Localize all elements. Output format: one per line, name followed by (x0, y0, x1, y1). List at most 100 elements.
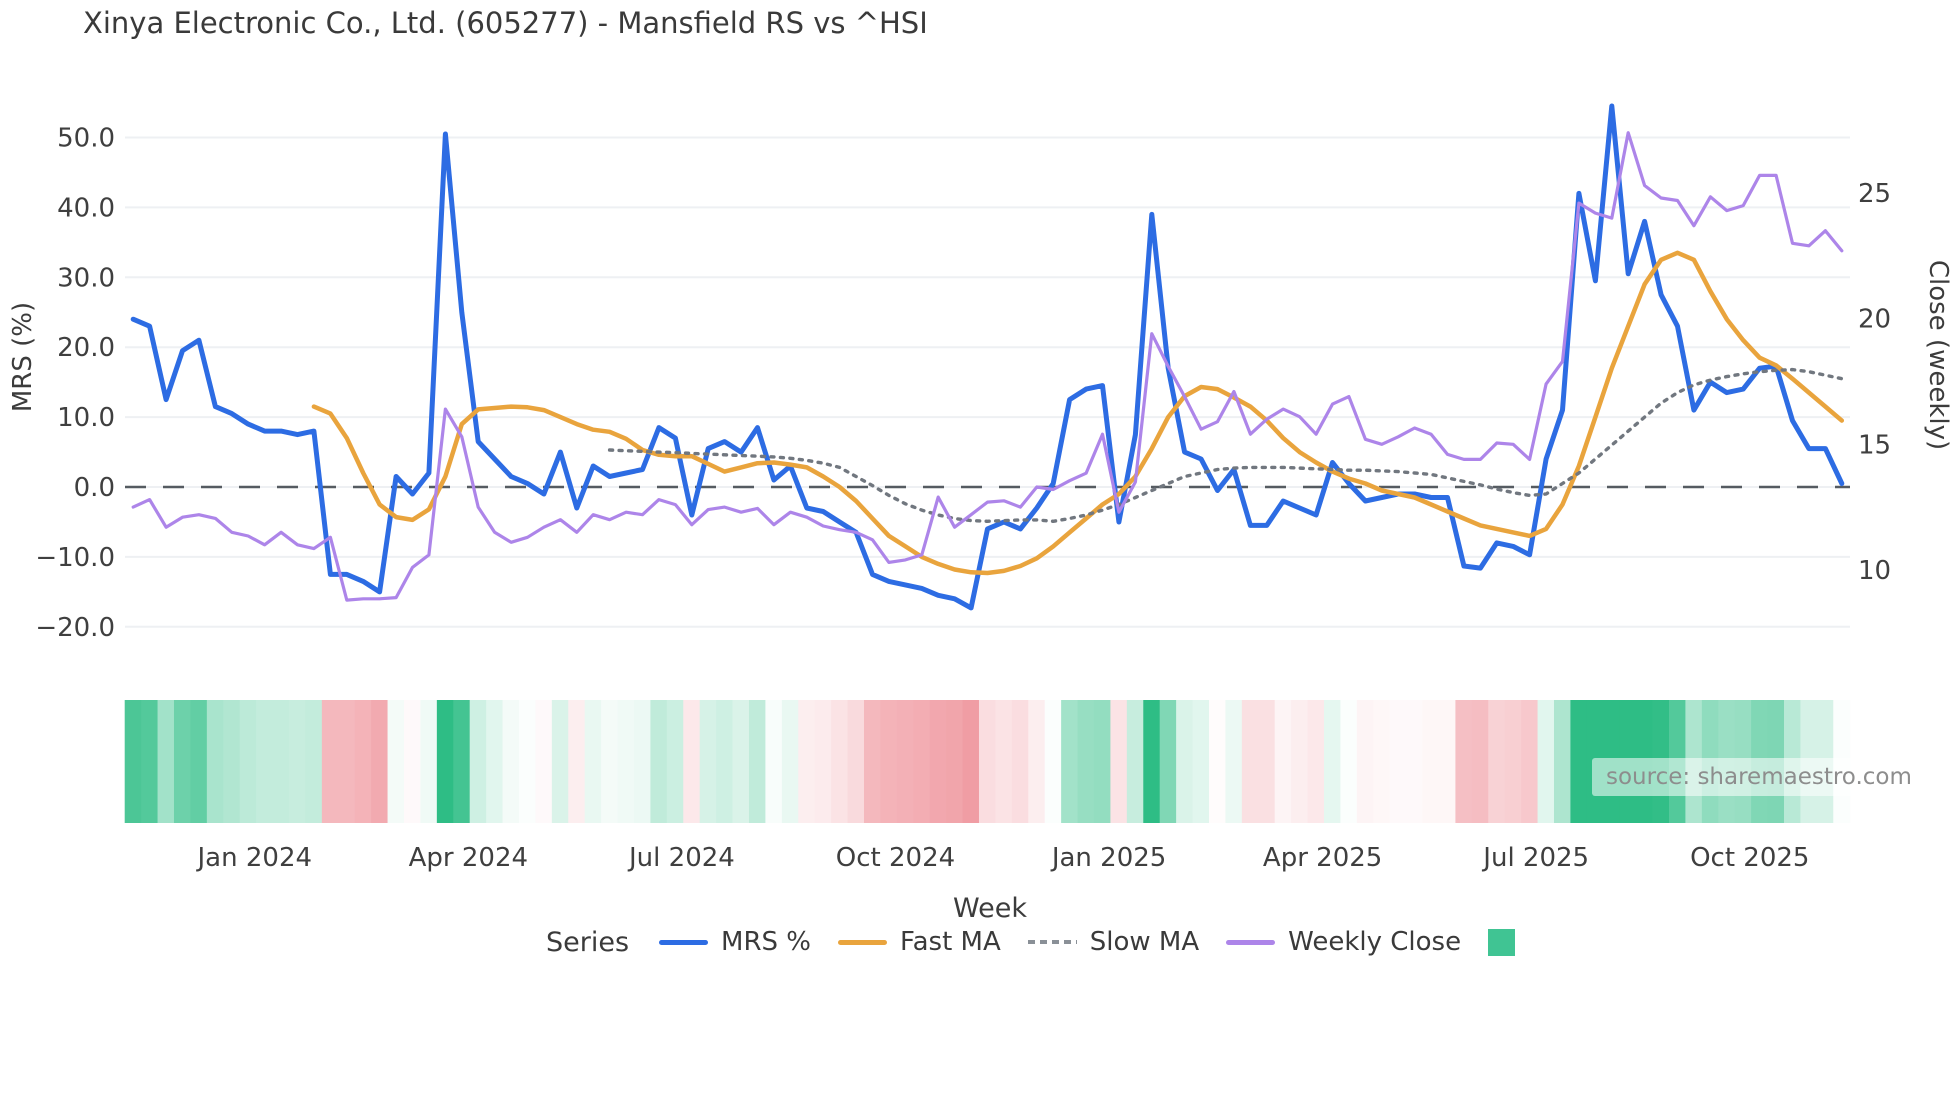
heat-cell (1323, 700, 1342, 823)
heat-cell (946, 700, 964, 823)
heat-cell (1028, 700, 1046, 823)
x-tick-label: Apr 2025 (1263, 843, 1382, 873)
heat-cell (962, 700, 980, 823)
mrs--swatch-icon (659, 939, 709, 945)
heat-cell (1258, 700, 1276, 823)
heat-cell (1570, 700, 1588, 823)
heat-cell (995, 700, 1013, 823)
y-axis-title-left: MRS (%) (8, 301, 38, 413)
heat-cell (1291, 700, 1309, 823)
legend-entries: MRS % Fast MA Slow MA Weekly Close (659, 927, 1542, 957)
legend-title: Series (546, 926, 630, 958)
heat-cell (1438, 700, 1457, 823)
heat-cell (141, 700, 159, 823)
x-tick-label: Jan 2025 (1050, 843, 1167, 873)
heat-cell (321, 700, 339, 823)
x-tick-label: Oct 2024 (836, 843, 955, 873)
weekly-close-line (131, 131, 1844, 602)
heat-cell (1274, 700, 1292, 823)
heat-cell (288, 700, 307, 823)
y-right-tick-label: 20 (1858, 305, 1891, 335)
heat-cell (1488, 700, 1506, 823)
y-left-tick-label: 0.0 (74, 473, 115, 503)
heat-cell (502, 700, 520, 823)
heat-cell (1093, 700, 1112, 823)
heat-cell (863, 700, 882, 823)
heat-cell (486, 700, 504, 823)
heat-cell (436, 700, 454, 823)
heat-cell (518, 700, 537, 823)
heat-cell (124, 700, 142, 823)
heat-cell (1504, 700, 1522, 823)
heat-cell (453, 700, 471, 823)
heat-cell (272, 700, 290, 823)
heat-cell (1422, 700, 1440, 823)
heat-cell (157, 700, 175, 823)
heat-cell (1077, 700, 1095, 823)
mrs--line (130, 103, 1845, 611)
heatmap-swatch-icon (1488, 928, 1516, 956)
heat-cell (1455, 700, 1473, 823)
heat-cell (1373, 700, 1391, 823)
x-tick-label: Jan 2024 (196, 843, 313, 873)
heat-cell (1192, 700, 1210, 823)
heat-cell (913, 700, 931, 823)
heat-cell (633, 700, 652, 823)
heat-cell (748, 700, 767, 823)
slow-ma-swatch-icon (1027, 940, 1077, 944)
heat-cell (683, 700, 701, 823)
heat-cell (1143, 700, 1161, 823)
heat-cell (1126, 700, 1144, 823)
heat-cell (650, 700, 668, 823)
heat-cell (1553, 700, 1572, 823)
heat-cell (617, 700, 635, 823)
y-right-tick-label: 25 (1858, 179, 1891, 209)
y-axis-title-right: Close (weekly) (1923, 259, 1953, 451)
y-right-tick-label: 15 (1858, 430, 1891, 460)
heat-cell (699, 700, 717, 823)
chart-title: Xinya Electronic Co., Ltd. (605277) - Ma… (83, 6, 928, 40)
x-tick-label: Jul 2025 (1481, 843, 1589, 873)
heat-cell (847, 700, 865, 823)
fast-ma-line (311, 250, 1845, 576)
heat-cell (1389, 700, 1407, 823)
heat-cell (1061, 700, 1079, 823)
heat-cell (305, 700, 323, 823)
heat-cell (1471, 700, 1489, 823)
heat-cell (1159, 700, 1177, 823)
legend-entry-heatmap (1488, 928, 1516, 956)
legend-entry-label: Weekly Close (1288, 927, 1462, 957)
source-note: source: sharemaestro.com (1592, 758, 1926, 796)
heat-cell (223, 700, 241, 823)
heat-cell (929, 700, 947, 823)
heat-cell (338, 700, 356, 823)
legend: Series MRS % Fast MA Slow MA Weekly Close (546, 924, 1542, 960)
x-tick-label: Jul 2024 (627, 843, 735, 873)
heat-cell (1110, 700, 1128, 823)
y-left-tick-label: 20.0 (57, 333, 115, 363)
heat-cell (568, 700, 586, 823)
heat-cell (239, 700, 257, 823)
heat-cell (469, 700, 487, 823)
heat-cell (551, 700, 569, 823)
heat-cell (1356, 700, 1374, 823)
heat-cell (732, 700, 750, 823)
heat-cell (781, 700, 799, 823)
heat-cell (535, 700, 553, 823)
heat-cell (666, 700, 684, 823)
heat-cell (173, 700, 192, 823)
weekly-close-swatch-icon (1226, 939, 1276, 945)
heat-cell (584, 700, 602, 823)
heat-cell (814, 700, 832, 823)
heat-cell (1208, 700, 1227, 823)
heat-cell (1241, 700, 1259, 823)
heat-cell (387, 700, 405, 823)
heat-cell (1176, 700, 1194, 823)
y-left-tick-label: 40.0 (57, 193, 115, 223)
heat-cell (1537, 700, 1555, 823)
heat-cell (880, 700, 898, 823)
fast-ma-swatch-icon (838, 939, 888, 945)
legend-entry-mrs-: MRS % (659, 927, 811, 957)
x-tick-label: Oct 2025 (1690, 843, 1809, 873)
